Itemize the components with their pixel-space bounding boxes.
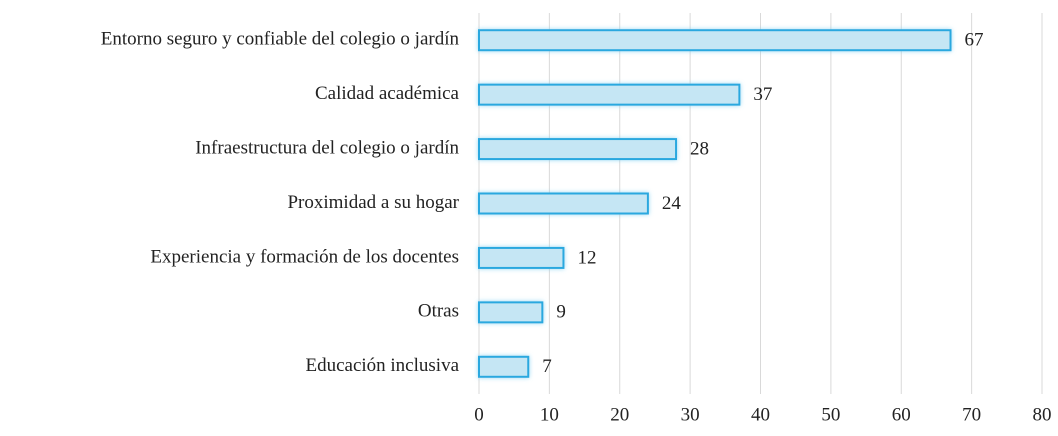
- data-label: 37: [753, 84, 772, 105]
- bar: [478, 192, 649, 215]
- data-label: 28: [690, 138, 709, 159]
- x-tick-label: 10: [540, 404, 559, 425]
- y-tick-label: Calidad académica: [315, 83, 460, 104]
- x-tick-label: 70: [962, 404, 981, 425]
- x-tick-label: 40: [751, 404, 770, 425]
- bar: [478, 138, 678, 161]
- x-tick-label: 80: [1033, 404, 1052, 425]
- data-label: 24: [662, 193, 682, 214]
- bar: [478, 29, 952, 52]
- y-tick-label: Educación inclusiva: [305, 355, 459, 376]
- y-tick-label: Experiencia y formación de los docentes: [150, 246, 459, 267]
- y-tick-label: Entorno seguro y confiable del colegio o…: [101, 29, 460, 50]
- data-label: 9: [556, 302, 566, 323]
- data-label: 67: [965, 30, 984, 51]
- x-tick-label: 30: [681, 404, 700, 425]
- x-tick-label: 60: [892, 404, 911, 425]
- x-tick-label: 20: [610, 404, 629, 425]
- bar: [478, 301, 544, 324]
- y-tick-label: Infraestructura del colegio o jardín: [195, 137, 459, 158]
- bar: [478, 355, 530, 378]
- data-label: 7: [542, 356, 552, 377]
- bar: [478, 246, 565, 269]
- y-tick-label: Otras: [418, 301, 459, 322]
- y-tick-label: Proximidad a su hogar: [287, 192, 459, 213]
- x-tick-label: 0: [474, 404, 484, 425]
- x-tick-label: 50: [821, 404, 840, 425]
- bar: [478, 83, 741, 106]
- data-label: 12: [577, 247, 596, 268]
